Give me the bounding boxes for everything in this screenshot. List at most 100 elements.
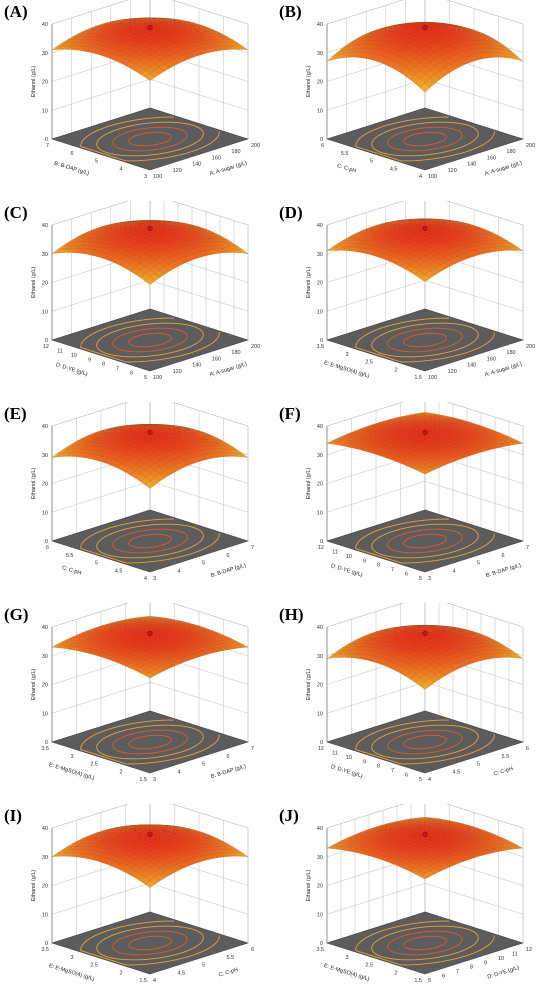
design-point [147,831,153,837]
z-tick-label: 10 [42,711,48,717]
design-point [147,630,153,636]
wall-gridline [326,402,524,427]
z-tick-label: 30 [317,855,323,861]
floor-plane [326,509,524,573]
x-tick-label: 12 [526,947,532,953]
x-tick-label: 160 [487,356,496,362]
contour-line [355,116,495,162]
chart-panel-a: 0 10 20 30 40 Ethanol (g/L) 100 120 140 160 180 200… [0,0,275,201]
z-tick-label: 40 [42,424,48,430]
y-tick-label: 7 [391,567,394,573]
y-tick-label: 6 [130,371,133,377]
x-axis-label: B: B-DAP (g/L) [210,764,247,780]
surface-cell [419,873,431,880]
z-tick-label: 40 [317,223,323,229]
y-tick-label: 9 [363,558,366,564]
y-tick-label: 4 [144,576,147,582]
contour-line [96,925,204,961]
y-tick-label: 11 [57,348,63,354]
chart-panel-e: 0 10 20 30 40 Ethanol (g/L) 3 4 5 6 7 B: B-DAP (g/L… [0,402,275,603]
chart-panel-i: 0 10 20 30 40 Ethanol (g/L) 4 4.5 5 5.5 6 C: C-pH 1.… [0,804,275,1005]
x-tick-label: 6 [442,974,445,980]
x-tick-label: 9 [484,960,487,966]
contour-line [387,327,463,353]
x-tick-label: 160 [212,356,221,362]
z-tick-label: 30 [42,51,48,57]
contour-line [80,116,220,162]
z-tick-label: 20 [317,884,323,890]
chart-panel-c: 0 10 20 30 40 Ethanol (g/L) 100 120 140 160 180 200… [0,201,275,402]
design-point [422,429,428,435]
panel-label-f: (F) [279,404,301,423]
y-tick-label: 6 [321,143,324,149]
x-tick-label: 180 [231,149,240,155]
z-tick-label: 0 [45,539,48,545]
panel-label-d: (D) [279,203,303,222]
contour-line [96,724,204,760]
x-tick-label: 3 [153,777,156,783]
y-axis-label: D: D-YE (g/L) [55,362,88,377]
y-tick-label: 2.5 [365,963,373,969]
y-tick-label: 2 [119,970,122,976]
contour-line [112,327,188,353]
z-axis-label: Ethanol (g/L) [31,267,37,299]
y-tick-label: 7 [391,768,394,774]
y-axis-label: E: E-MgSO(4) (g/L) [48,963,95,983]
design-point [422,831,428,837]
design-point [422,24,428,31]
contour-line [96,523,204,559]
x-tick-label: 100 [428,174,437,180]
z-tick-label: 20 [42,482,48,488]
contour-line [403,131,447,147]
chart-panel-d: 0 10 20 30 40 Ethanol (g/L) 100 120 140 160 180 200… [275,201,550,402]
y-tick-label: 2 [394,367,397,373]
design-point [147,429,153,435]
z-axis-label: Ethanol (g/L) [31,669,37,701]
z-tick-label: 20 [42,80,48,86]
x-tick-label: 200 [526,344,535,350]
wall-gridline [51,0,249,25]
z-tick-label: 40 [42,625,48,631]
x-tick-label: 6 [526,746,529,752]
y-tick-label: 1.5 [414,978,422,984]
z-tick-label: 40 [42,223,48,229]
z-tick-label: 0 [320,338,323,344]
contour-line [96,322,204,358]
x-tick-label: 5 [428,978,431,984]
z-tick-label: 10 [42,510,48,516]
contour-line [80,719,220,765]
x-tick-label: 6 [227,553,230,559]
contour-line [371,724,479,760]
wall-gridline [326,201,524,226]
design-point [147,24,153,31]
surface-plot-g: 0 10 20 30 40 Ethanol (g/L) 3 4 5 6 7 B: B-DAP (g/L… [31,603,254,783]
surface-plot-c: 0 10 20 30 40 Ethanol (g/L) 100 120 140 160 180 200… [31,201,260,381]
z-tick-label: 0 [45,740,48,746]
z-axis-label: Ethanol (g/L) [306,468,312,500]
x-tick-label: 200 [251,344,260,350]
y-tick-label: 2.5 [90,762,98,768]
y-tick-label: 2.5 [365,360,373,366]
contour-line [355,719,495,765]
surface-plot-j: 0 10 20 30 40 Ethanol (g/L) 5 6 7 8 9 10 11 12 D: D-YE… [306,804,532,984]
y-tick-label: 10 [346,755,352,761]
y-tick-label: 7 [46,143,49,149]
y-axis-label: D: D-YE (g/L) [330,563,363,578]
x-tick-label: 5.5 [502,754,510,760]
y-tick-label: 2 [119,769,122,775]
y-tick-label: 6 [70,151,73,157]
contour-line [128,332,172,348]
z-tick-label: 40 [42,22,48,28]
x-tick-label: 4 [428,777,431,783]
surface-plot-b: 0 10 20 30 40 Ethanol (g/L) 100 120 140 160 180 200… [306,0,535,180]
y-tick-label: 5 [419,777,422,783]
x-tick-label: 180 [506,350,515,356]
z-tick-label: 10 [317,510,323,516]
y-tick-label: 8 [377,764,380,770]
surface-cell [419,469,431,475]
y-tick-label: 8 [377,563,380,569]
x-tick-label: 100 [428,375,437,381]
z-tick-label: 20 [317,80,323,86]
floor-plane [326,107,524,171]
x-tick-label: 200 [251,143,260,149]
